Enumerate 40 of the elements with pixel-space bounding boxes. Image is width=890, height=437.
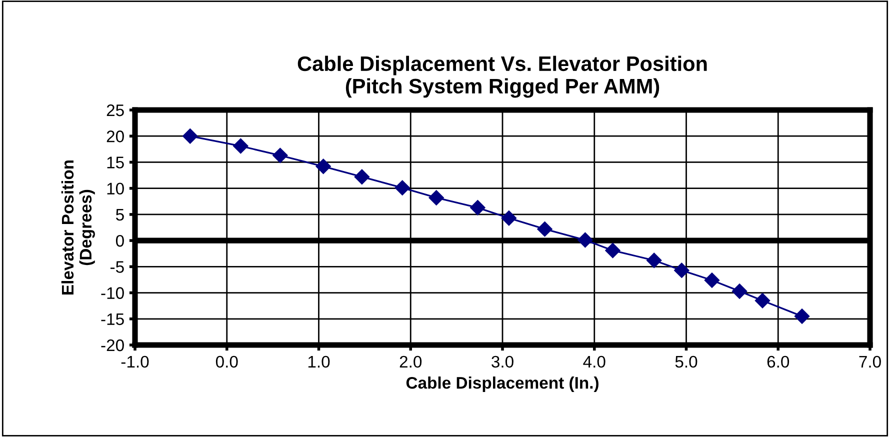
point [537,221,552,237]
point [674,262,690,278]
chart-title: Cable Displacement Vs. Elevator Position (Pitch System Rigged Per AMM) [298,56,707,98]
x-tick-label: 4.0 [583,356,606,368]
x-tick-label: 5.0 [675,356,698,368]
point [754,293,770,308]
x-tick-label: 6.0 [767,356,790,368]
y-tick-label: 0 [116,234,124,247]
y-tick-label: 5 [116,209,124,221]
y-tick-label: -5 [110,261,124,273]
y-tick-label: -20 [101,339,124,352]
x-tick-label: 3.0 [492,356,514,368]
y-axis-title: Elevator Position (Degrees) [61,160,95,294]
point [316,158,331,174]
point [605,242,620,258]
point [233,138,248,154]
y-tick-label: 20 [106,130,124,142]
x-tick-label: 1.0 [308,356,330,368]
point [428,190,444,206]
x-tick-label: 0.0 [216,356,238,368]
point [272,148,288,164]
x-tick-label: -1.0 [121,356,149,368]
point [501,210,516,226]
point [578,232,593,248]
point [732,284,748,299]
point [182,128,198,144]
point [704,272,720,288]
point [394,180,410,196]
x-tick-label: 2.0 [400,356,422,368]
y-tick-label: 25 [106,104,124,116]
point [470,200,486,216]
point [794,308,810,324]
y-tick-label: -15 [101,313,124,326]
x-axis-title: Cable Displacement (In.) [406,376,598,392]
y-tick-label: 10 [107,182,124,195]
x-tick-label: 7.0 [859,356,881,368]
point [354,169,370,184]
y-tick-label: 15 [107,156,124,168]
point [646,252,662,268]
y-tick-label: -10 [101,287,124,299]
